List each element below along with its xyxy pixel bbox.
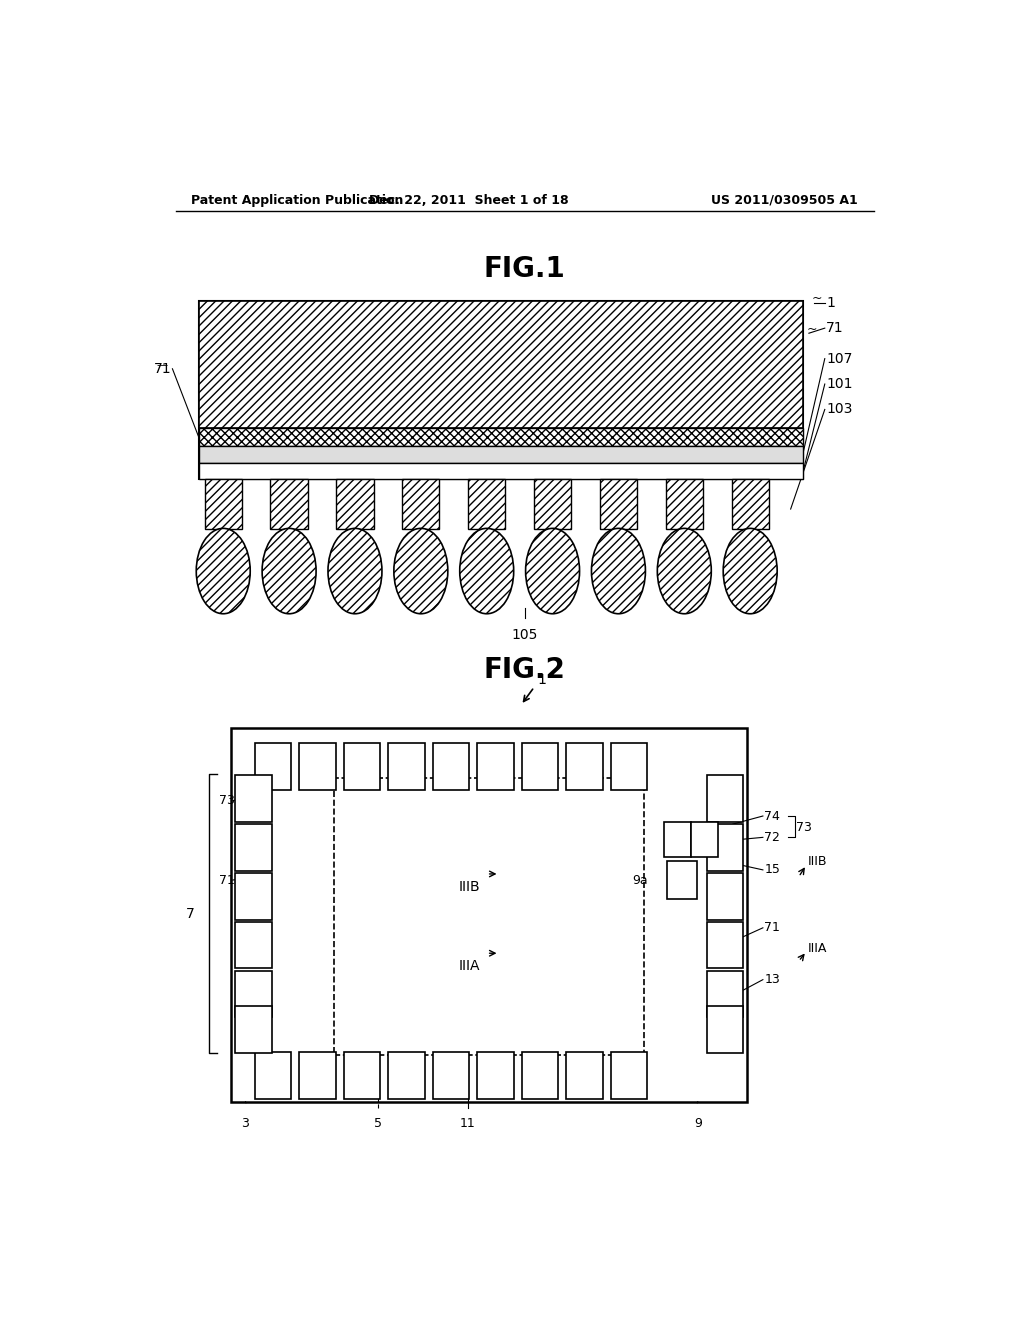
Text: 11: 11 [460, 1117, 475, 1130]
Bar [477, 743, 514, 789]
Text: 3: 3 [242, 1117, 250, 1130]
Text: FIG.2: FIG.2 [484, 656, 565, 685]
Text: 71: 71 [154, 362, 172, 376]
Bar [433, 1052, 469, 1098]
Ellipse shape [525, 528, 580, 614]
Bar [600, 479, 637, 529]
Ellipse shape [328, 528, 382, 614]
Text: Patent Application Publication: Patent Application Publication [191, 194, 403, 207]
Bar [344, 1052, 380, 1098]
Text: ~: ~ [807, 322, 817, 335]
Bar [200, 301, 803, 428]
Text: 73: 73 [219, 795, 236, 808]
Text: 9a: 9a [632, 874, 648, 887]
Ellipse shape [592, 528, 645, 614]
Text: US 2011/0309505 A1: US 2011/0309505 A1 [712, 194, 858, 207]
Bar [566, 743, 602, 789]
Bar [707, 1006, 743, 1053]
Text: 13: 13 [765, 973, 780, 986]
Text: 103: 103 [826, 403, 853, 416]
Bar [610, 1052, 647, 1098]
Bar [667, 861, 697, 899]
Text: —: — [157, 360, 168, 370]
Bar [344, 743, 380, 789]
Text: 105: 105 [512, 628, 538, 642]
Bar [270, 479, 308, 529]
Bar [665, 822, 691, 857]
Bar [402, 479, 439, 529]
Text: IIIA: IIIA [459, 960, 480, 973]
Bar [299, 1052, 336, 1098]
Text: 71: 71 [826, 321, 844, 335]
Bar [231, 727, 748, 1102]
Bar [707, 970, 743, 1018]
Ellipse shape [460, 528, 514, 614]
Text: 7: 7 [186, 907, 195, 920]
Bar [200, 463, 803, 479]
Ellipse shape [394, 528, 447, 614]
Bar [205, 479, 242, 529]
Bar [691, 822, 719, 857]
Bar [236, 873, 271, 920]
Bar [336, 479, 374, 529]
Bar [236, 1006, 271, 1053]
Text: 74: 74 [765, 809, 780, 822]
Bar [468, 479, 506, 529]
Text: FIG.1: FIG.1 [484, 255, 565, 282]
Text: 9: 9 [694, 1117, 701, 1130]
Text: ~: ~ [812, 292, 822, 305]
Bar [566, 1052, 602, 1098]
Text: 1: 1 [538, 673, 547, 686]
Ellipse shape [723, 528, 777, 614]
Bar [707, 873, 743, 920]
Bar [334, 779, 644, 1055]
Bar [255, 1052, 292, 1098]
Text: 71: 71 [219, 874, 236, 887]
Bar [236, 824, 271, 871]
Bar [255, 743, 292, 789]
Ellipse shape [197, 528, 250, 614]
Bar [707, 824, 743, 871]
Bar [200, 446, 803, 463]
Bar [299, 743, 336, 789]
Bar [433, 743, 469, 789]
Text: 5: 5 [374, 1117, 382, 1130]
Bar [236, 775, 271, 822]
Text: 71: 71 [765, 921, 780, 935]
Bar [534, 479, 571, 529]
Text: 1: 1 [826, 296, 836, 310]
Bar [521, 1052, 558, 1098]
Bar [236, 970, 271, 1018]
Bar [731, 479, 769, 529]
Bar [236, 921, 271, 969]
Bar [521, 743, 558, 789]
Bar [707, 775, 743, 822]
Bar [200, 301, 803, 479]
Bar [388, 1052, 425, 1098]
Text: IIIB: IIIB [459, 880, 480, 894]
Text: Dec. 22, 2011  Sheet 1 of 18: Dec. 22, 2011 Sheet 1 of 18 [370, 194, 569, 207]
Text: 72: 72 [765, 830, 780, 843]
Ellipse shape [262, 528, 316, 614]
Text: 101: 101 [826, 378, 853, 391]
Text: 15: 15 [765, 863, 780, 876]
Bar [610, 743, 647, 789]
Bar [388, 743, 425, 789]
Ellipse shape [657, 528, 712, 614]
Text: 73: 73 [797, 821, 812, 834]
Text: IIIA: IIIA [808, 941, 827, 954]
Text: IIIB: IIIB [808, 855, 827, 869]
Text: 107: 107 [826, 351, 853, 366]
Bar [200, 428, 803, 446]
Bar [707, 921, 743, 969]
Bar [666, 479, 702, 529]
Bar [477, 1052, 514, 1098]
